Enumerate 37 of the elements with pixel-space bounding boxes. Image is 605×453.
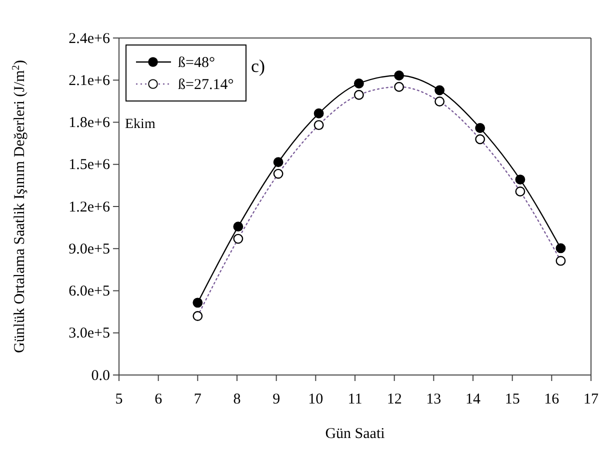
point (192, 298, 203, 308)
point (556, 243, 566, 254)
y-tick-label: 2.4e+6 (68, 30, 110, 47)
annotation: Ekim (125, 117, 156, 132)
x-tick-label: 6 (154, 392, 163, 408)
x-tick-label: 11 (348, 392, 362, 408)
x-axis-title: Gün Saati (325, 426, 385, 442)
point (515, 174, 526, 184)
x-tick-label: 5 (115, 392, 123, 408)
y-tick-label: 1.8e+6 (68, 115, 110, 132)
y-tick-label: 2.1e+6 (68, 72, 110, 89)
x-tick-label: 14 (466, 392, 481, 408)
point (434, 85, 445, 96)
point (354, 78, 364, 88)
point (475, 123, 486, 133)
point (394, 70, 404, 80)
point (233, 222, 244, 232)
point (314, 108, 324, 118)
legend-label: ß=27.14° (178, 77, 234, 93)
x-tick-label: 9 (272, 392, 280, 408)
y-tick-label: 9.0e+5 (68, 241, 110, 258)
x-tick-label: 13 (426, 392, 442, 408)
point (273, 157, 284, 168)
y-tick-label: 3.0e+5 (68, 326, 110, 342)
y-tick-label: 0.0 (91, 368, 110, 384)
x-tick-label: 12 (386, 392, 402, 408)
x-tick-label: 15 (504, 392, 520, 408)
y-tick-label: 6.0e+5 (68, 284, 110, 300)
x-tick-label: 10 (308, 392, 324, 408)
y-tick-label: 1.2e+6 (68, 199, 110, 216)
x-tick-label: 16 (544, 392, 560, 408)
x-tick-label: 7 (194, 392, 202, 408)
annotation: c) (251, 56, 265, 76)
x-tick-label: 17 (584, 392, 599, 408)
y-tick-label: 1.5e+6 (68, 157, 110, 174)
legend-label: ß=48° (178, 55, 215, 71)
x-tick-label: 8 (233, 392, 241, 408)
